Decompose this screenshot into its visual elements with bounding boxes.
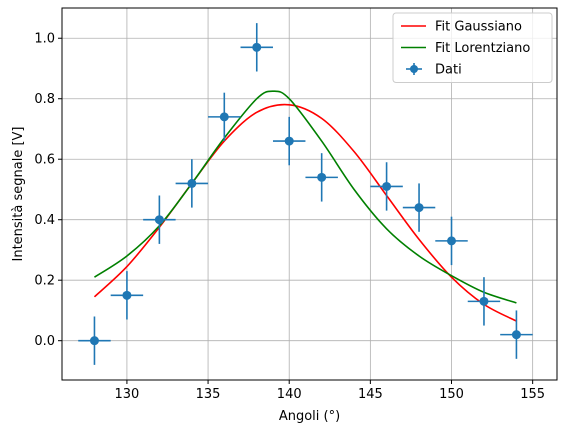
y-tick-label: 0.8	[34, 92, 55, 107]
legend-label: Fit Gaussiano	[435, 20, 522, 35]
data-point	[219, 112, 229, 122]
legend-box	[392, 12, 553, 83]
data-point	[252, 42, 262, 52]
plot-frame	[61, 7, 558, 381]
data-point	[447, 236, 457, 246]
y-tick-label: 0.0	[34, 334, 55, 349]
y-axis-ticks: 0.0 0.2 0.4 0.6 0.8 1.0	[34, 32, 62, 349]
legend-marker-swatch	[410, 65, 418, 73]
y-tick-label: 0.2	[34, 274, 55, 289]
data-point	[89, 336, 99, 346]
data-point	[479, 296, 489, 306]
data-point	[317, 172, 327, 182]
x-tick-label: 155	[520, 387, 545, 402]
fit-curves	[93, 90, 517, 322]
x-tick-label: 140	[277, 387, 302, 402]
data-points	[78, 23, 533, 365]
legend-label: Dati	[435, 63, 462, 78]
series-line-1	[93, 103, 517, 322]
y-tick-label: 1.0	[34, 32, 55, 47]
x-tick-label: 135	[196, 387, 221, 402]
data-point	[284, 136, 294, 146]
y-tick-label: 0.6	[34, 153, 55, 168]
x-tick-label: 145	[358, 387, 383, 402]
data-point	[511, 330, 521, 340]
data-point	[414, 203, 424, 213]
x-tick-label: 150	[439, 387, 464, 402]
x-tick-label: 130	[115, 387, 140, 402]
x-axis-label: Angoli (°)	[279, 409, 340, 424]
x-axis-ticks: 130 135 140 145 150 155	[115, 380, 545, 402]
data-point	[122, 290, 132, 300]
data-point	[187, 178, 197, 188]
data-point	[154, 215, 164, 225]
y-tick-label: 0.4	[34, 213, 55, 228]
legend-label: Fit Lorentziano	[435, 41, 530, 56]
y-axis-label: Intensità segnale [V]	[11, 127, 26, 262]
data-point	[382, 181, 392, 191]
series-line-2	[94, 90, 517, 304]
legend: Fit Gaussiano Fit Lorentziano Dati	[392, 12, 553, 83]
